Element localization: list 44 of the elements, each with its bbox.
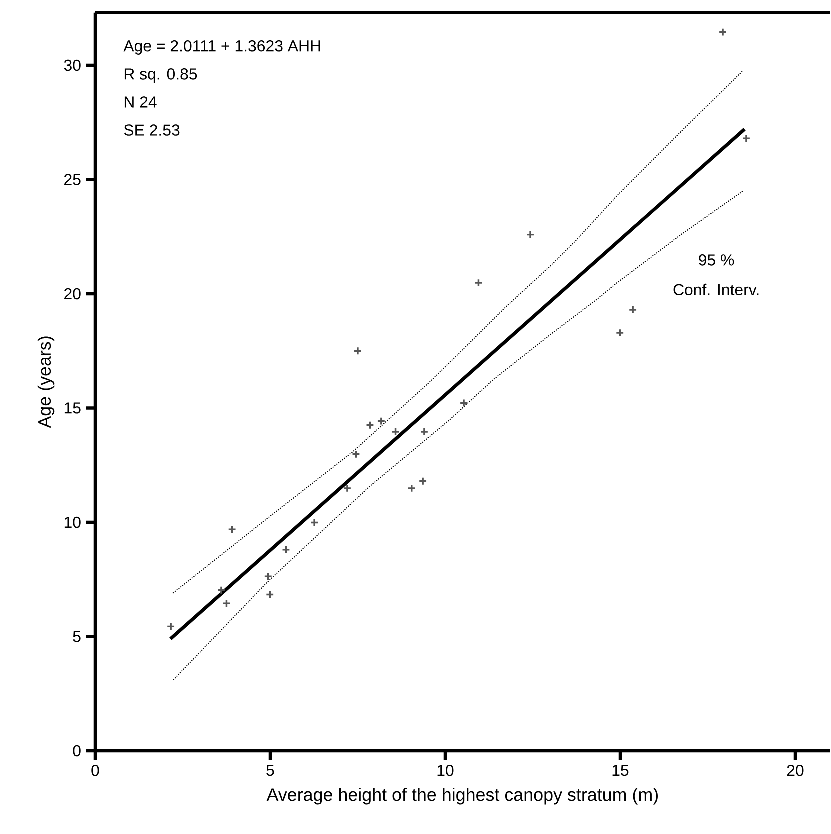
point <box>222 599 232 608</box>
point <box>628 306 638 314</box>
y-tick-label: 5 <box>73 631 81 642</box>
point <box>352 450 361 459</box>
point <box>282 546 291 554</box>
annotation: SE 2.53 <box>124 124 180 136</box>
annotation: Conf. Interv. <box>674 284 759 296</box>
annotation: 95 % <box>699 254 734 266</box>
x-tick-label: 20 <box>787 765 804 776</box>
point <box>420 428 429 436</box>
point <box>217 586 226 595</box>
x-tick-label: 0 <box>92 765 100 776</box>
y-tick-label: 0 <box>73 745 81 757</box>
x-tick-label: 15 <box>612 765 629 776</box>
annotation: N 24 <box>124 96 157 108</box>
point <box>526 230 535 240</box>
point <box>474 278 484 288</box>
x-tick-label: 10 <box>438 765 454 776</box>
annotation: R sq. 0.85 <box>124 68 198 83</box>
point <box>418 477 428 486</box>
point <box>391 428 400 436</box>
point <box>343 484 352 493</box>
y-tick-label: 20 <box>64 288 81 300</box>
point <box>742 134 751 143</box>
point <box>310 518 319 528</box>
point <box>408 484 416 493</box>
point <box>266 590 274 600</box>
point <box>377 416 386 426</box>
point <box>228 525 237 534</box>
y-tick-label: 10 <box>64 516 81 528</box>
annotation: Age = 2.0111 + 1.3623 AHH <box>124 40 320 55</box>
x-axis-title: Average height of the highest canopy stratum (m) <box>266 788 658 805</box>
point <box>264 572 273 581</box>
point <box>366 421 375 430</box>
point <box>718 28 728 37</box>
y-tick-label: 25 <box>64 174 81 186</box>
y-axis-title: Age (years) <box>38 336 55 428</box>
point <box>616 328 624 338</box>
point <box>166 622 176 632</box>
point <box>460 398 468 408</box>
x-tick-label: 5 <box>266 765 274 776</box>
point <box>354 346 362 356</box>
y-tick-label: 30 <box>64 60 81 72</box>
y-tick-label: 15 <box>64 402 81 414</box>
